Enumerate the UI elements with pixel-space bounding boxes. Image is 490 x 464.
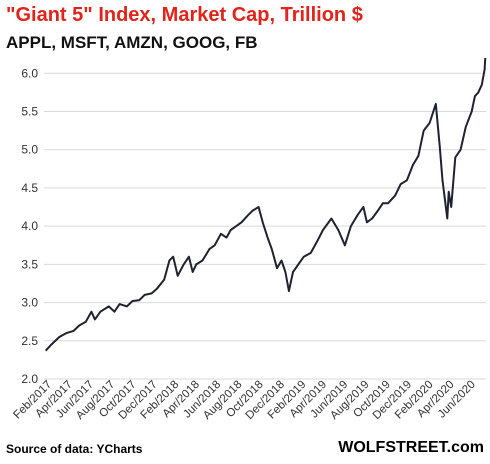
y-tick-label: 3.0 — [21, 296, 38, 310]
brand-logo-text: WOLFSTREET.com — [338, 439, 484, 456]
series-line — [44, 57, 487, 352]
x-axis-ticks: Feb/2017Apr/2017Jun/2017Aug/2017Oct/2017… — [11, 379, 477, 422]
y-tick-label: 3.5 — [21, 257, 38, 271]
y-tick-label: 5.5 — [21, 105, 38, 119]
y-tick-label: 2.0 — [21, 372, 38, 386]
y-axis-ticks: 6.0 5.5 5.0 4.5 4.0 3.5 3.0 2.5 2.0 — [21, 66, 38, 386]
y-tick-label: 4.0 — [21, 219, 38, 233]
series-layer — [44, 57, 487, 352]
y-tick-label: 2.5 — [21, 334, 38, 348]
chart-title: "Giant 5" Index, Market Cap, Trillion $ — [6, 4, 363, 26]
y-tick-label: 5.0 — [21, 143, 38, 157]
chart-subtitle: APPL, MSFT, AMZN, GOOG, FB — [6, 33, 258, 52]
y-tick-label: 4.5 — [21, 181, 38, 195]
source-label: Source of data: YCharts — [6, 442, 143, 456]
y-tick-label: 6.0 — [21, 66, 38, 80]
grid-lines — [44, 72, 486, 380]
